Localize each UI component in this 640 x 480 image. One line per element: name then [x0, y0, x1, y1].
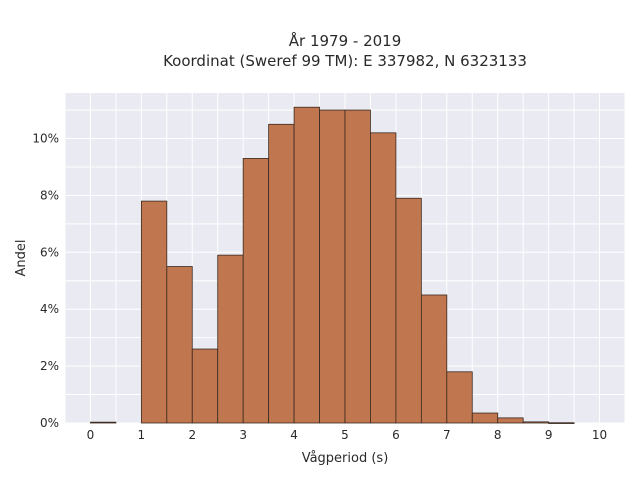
x-tick-labels: 0 1 2 3 4 5 6 7 8 9 10 — [87, 428, 608, 442]
y-tick-label: 6% — [40, 245, 59, 259]
histogram-bar — [268, 123, 295, 424]
y-tick-label: 8% — [40, 188, 59, 202]
x-tick-label: 4 — [290, 428, 298, 442]
y-tick-label: 2% — [40, 359, 59, 373]
histogram-bar — [548, 422, 575, 424]
histogram-bar — [140, 200, 168, 424]
histogram-bar — [497, 417, 524, 424]
x-tick-label: 3 — [239, 428, 247, 442]
histogram-bar — [242, 158, 270, 424]
x-axis-label: Vågperiod (s) — [302, 451, 389, 466]
histogram-bar — [420, 294, 448, 424]
y-tick-label: 0% — [40, 416, 59, 430]
bars — [90, 106, 575, 424]
y-tick-label: 4% — [40, 302, 59, 316]
histogram-bar — [293, 106, 320, 424]
x-tick-label: 2 — [188, 428, 196, 442]
x-tick-label: 9 — [545, 428, 553, 442]
x-tick-label: 6 — [392, 428, 400, 442]
histogram-bar — [370, 132, 397, 424]
x-tick-label: 10 — [592, 428, 607, 442]
histogram-bar — [344, 109, 371, 424]
y-axis-label: Andel — [14, 240, 29, 277]
histogram-bar — [522, 421, 550, 424]
histogram-bar — [90, 421, 117, 424]
histogram-bar — [471, 412, 499, 424]
x-tick-label: 7 — [443, 428, 451, 442]
histogram-bar — [395, 197, 422, 424]
x-tick-label: 5 — [341, 428, 349, 442]
histogram-bar — [319, 109, 346, 424]
chart-title-line-1: År 1979 - 2019 — [289, 31, 402, 50]
x-tick-label: 8 — [494, 428, 502, 442]
histogram-bar — [191, 348, 219, 424]
y-tick-labels: 0% 2% 4% 6% 8% 10% — [32, 132, 59, 430]
histogram-bar — [217, 254, 244, 424]
chart-title-line-2: Koordinat (Sweref 99 TM): E 337982, N 63… — [163, 52, 527, 70]
x-tick-label: 0 — [87, 428, 95, 442]
y-tick-label: 10% — [32, 132, 59, 146]
histogram-bar — [166, 266, 193, 424]
x-tick-label: 1 — [138, 428, 146, 442]
histogram-bar — [446, 371, 473, 424]
